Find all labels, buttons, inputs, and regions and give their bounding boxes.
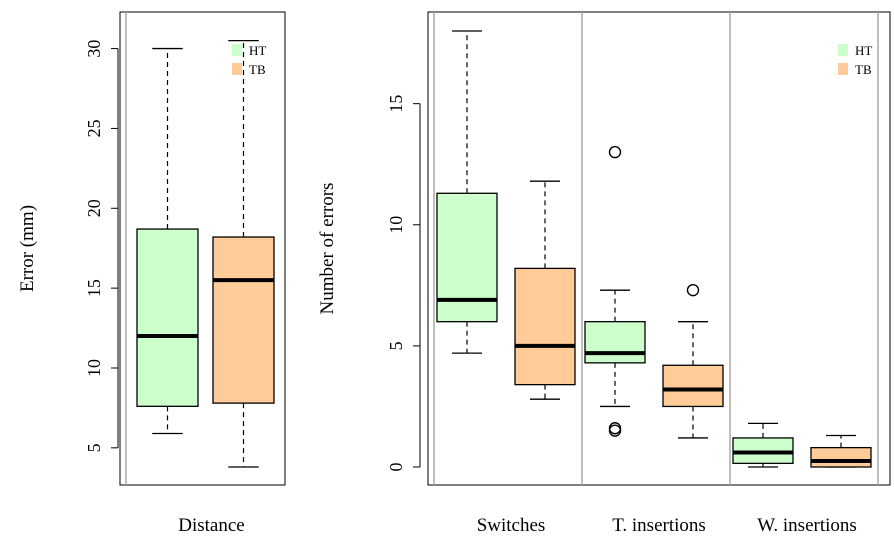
box-tb (662, 364, 724, 408)
y-tick-label: 5 (386, 341, 406, 350)
legend-label: TB (249, 62, 266, 77)
legend-label: HT (855, 43, 872, 58)
legend-swatch-tb (232, 63, 242, 75)
box-tb (514, 267, 576, 386)
outlier-point (608, 424, 622, 437)
box-ht (136, 228, 199, 407)
box-tb (212, 236, 275, 404)
legend-swatch-ht (232, 44, 242, 56)
x-category-label: Distance (178, 515, 244, 536)
legend-swatch-tb (838, 63, 848, 75)
legend-swatch-ht (838, 44, 848, 56)
x-category-label: Switches (477, 515, 546, 536)
y-tick-label: 10 (386, 216, 406, 234)
x-category-label: W. insertions (757, 515, 857, 536)
y-tick-label: 30 (84, 40, 104, 58)
box-ht (584, 321, 646, 364)
legend-label: TB (855, 62, 872, 77)
y-tick-label: 20 (84, 199, 104, 217)
y-tick-label: 25 (84, 119, 104, 137)
box-ht (436, 192, 498, 323)
outlier-point (608, 145, 622, 159)
y-tick-label: 15 (84, 279, 104, 297)
outlier-point (686, 283, 700, 297)
distance-error-panel: 5 10 15 20 25 30 Error (mm) Distance HT TB (17, 11, 286, 536)
error-count-panel: 0 5 10 15 Number of errors Switches T. inserti… (317, 11, 891, 536)
x-category-label: T. insertions (612, 515, 706, 536)
y-axis-title: Number of errors (317, 183, 338, 315)
outlier-point (608, 422, 622, 435)
y-axis-title: Error (mm) (17, 205, 38, 292)
y-tick-label: 0 (386, 463, 406, 472)
plot-frame (119, 11, 286, 486)
y-tick-label: 5 (84, 443, 104, 452)
legend-label: HT (249, 43, 266, 58)
y-tick-label: 10 (84, 359, 104, 377)
box-tb (810, 446, 872, 468)
y-tick-label: 15 (386, 95, 406, 113)
plot-frame (427, 11, 891, 486)
